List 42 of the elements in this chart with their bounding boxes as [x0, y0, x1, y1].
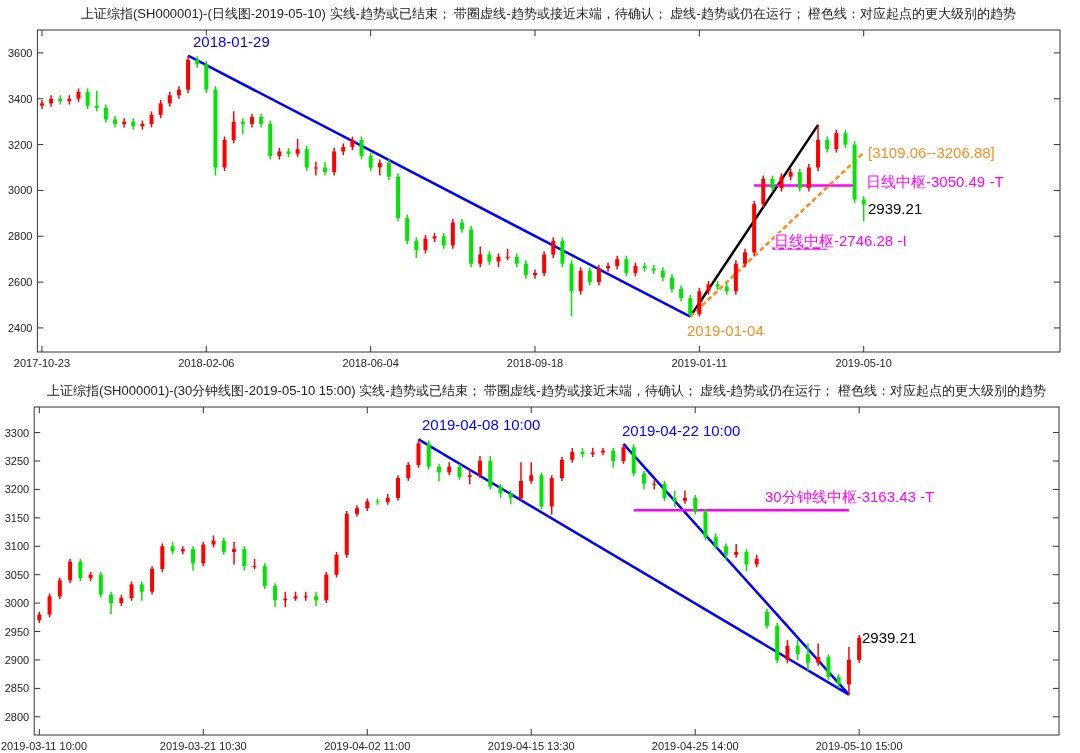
annotation: 2939.21	[868, 200, 923, 217]
annotation: 30分钟线中枢-3163.43 -T	[765, 488, 935, 505]
x-tick-label: 2019-03-11 10:00	[1, 740, 88, 752]
x-tick-label: 2019-01-11	[671, 357, 728, 369]
x-tick-label: 2019-04-02 11:00	[324, 740, 411, 752]
y-tick-label: 2800	[4, 710, 30, 723]
y-tick-label: 3150	[4, 511, 30, 524]
x-tick-label: 2018-02-06	[178, 357, 235, 369]
x-tick-label: 2018-06-04	[342, 357, 399, 369]
y-tick-label: 3600	[7, 46, 33, 59]
annotation: 2939.21	[862, 629, 917, 646]
y-tick-label: 3100	[4, 540, 30, 553]
annotation: 2019-04-22 10:00	[622, 422, 741, 439]
y-tick-label: 3050	[4, 568, 30, 581]
x-tick-label: 2019-03-21 10:30	[159, 740, 247, 752]
y-tick-label: 2850	[4, 682, 30, 695]
chart-title: 上证综指(SH000001)-(日线图-2019-05-10) 实线-趋势或已结束； 带圈虚线-趋势或接近末端，待确认； 虚线-趋势或仍在运行； 橙色线：对应起点的更大级别的趋势	[81, 6, 1017, 21]
x-tick-label: 2019-05-10 15:00	[815, 740, 903, 752]
y-tick-label: 3000	[4, 597, 30, 610]
y-tick-label: 3200	[4, 483, 30, 496]
y-tick-label: 2900	[4, 653, 30, 666]
annotation: [3109.06--3206.88]	[868, 144, 995, 161]
y-tick-label: 2800	[7, 230, 33, 243]
y-tick-label: 2400	[7, 321, 33, 334]
annotation: 2018-01-29	[193, 33, 270, 50]
annotation: 2019-01-04	[687, 322, 764, 339]
y-tick-label: 3200	[7, 138, 33, 151]
x-tick-label: 2017-10-23	[13, 357, 71, 369]
x-tick-label: 2019-04-25 14:00	[651, 740, 739, 752]
chart-title: 上证综指(SH000001)-(30分钟线图-2019-05-10 15:00) 实线-趋势或已结束； 带圈虚线-趋势或接近末端，待确认； 虚线-趋势或仍在运行； 橙色线：对应起点的更大级别的趋势	[47, 383, 1047, 398]
x-tick-label: 2019-05-10	[835, 357, 892, 369]
annotation: 日线中枢-3050.49 -T	[866, 173, 1004, 190]
y-tick-label: 2600	[7, 276, 33, 289]
x-tick-label: 2018-09-18	[506, 357, 564, 369]
y-tick-label: 3000	[7, 184, 33, 197]
y-tick-label: 3400	[7, 92, 33, 105]
annotation: 2019-04-08 10:00	[422, 416, 541, 433]
annotation: 日线中枢-2746.28 -I	[774, 232, 907, 249]
y-tick-label: 3300	[4, 426, 30, 439]
y-tick-label: 3250	[4, 455, 30, 467]
x-tick-label: 2019-04-15 13:30	[487, 740, 575, 752]
y-tick-label: 2950	[4, 625, 30, 638]
